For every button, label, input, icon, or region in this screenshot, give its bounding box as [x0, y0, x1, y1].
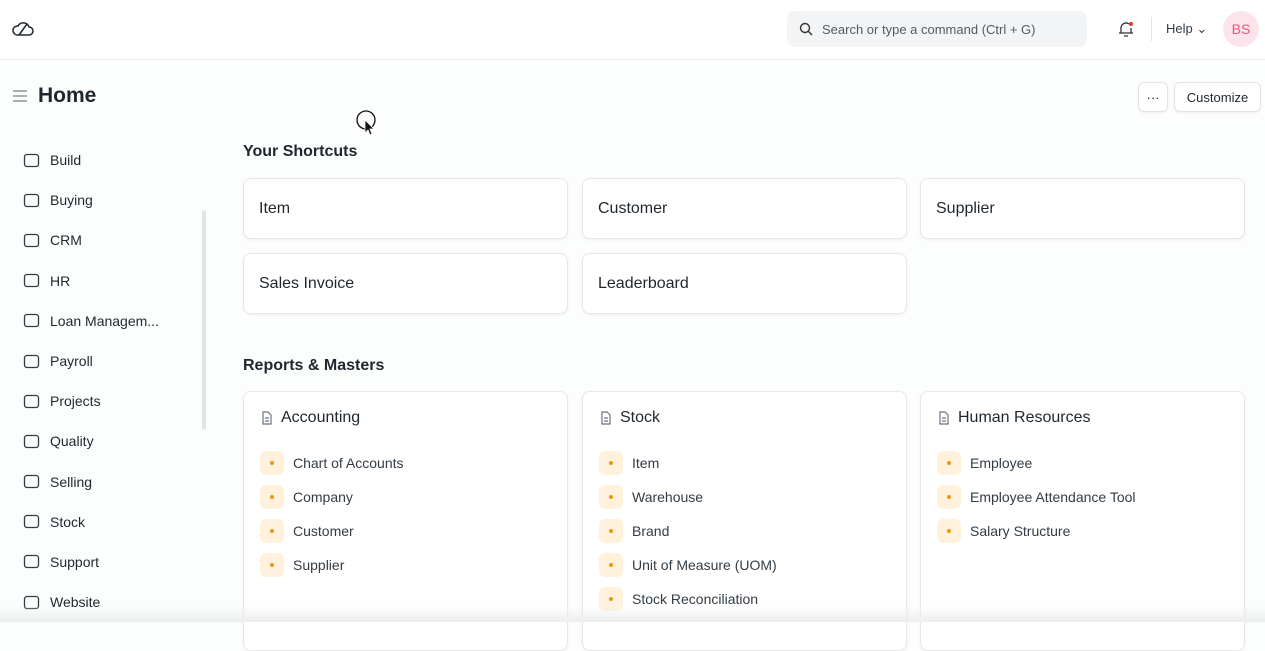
sidebar-item-label: CRM: [50, 232, 82, 249]
frappe-cloud-logo[interactable]: [11, 19, 35, 39]
sidebar-item-label: Stock: [50, 513, 86, 530]
bullet-icon: [260, 553, 284, 577]
loan-icon: [23, 314, 40, 328]
tools-icon: [23, 153, 40, 167]
sidebar-item-label: Quality: [50, 433, 94, 450]
report-link[interactable]: Employee: [937, 446, 1228, 480]
sidebar-item-label: Selling: [50, 473, 93, 490]
shortcut-leaderboard[interactable]: Leaderboard: [582, 253, 907, 314]
sidebar-item-label: Projects: [50, 393, 101, 410]
hamburger-menu-icon[interactable]: [12, 89, 28, 103]
sidebar-item-label: Buying: [50, 192, 93, 209]
document-icon: [601, 411, 611, 425]
bullet-icon: [937, 485, 961, 509]
report-link[interactable]: Company: [260, 480, 551, 514]
pie-icon: [23, 233, 40, 248]
report-link[interactable]: Brand: [599, 514, 890, 548]
bullet-icon: [937, 519, 961, 543]
bullet-icon: [599, 451, 623, 475]
report-link[interactable]: Warehouse: [599, 480, 890, 514]
search-placeholder: Search or type a command (Ctrl + G): [822, 21, 1036, 37]
sidebar-item-label: HR: [50, 272, 71, 289]
shortcuts-heading: Your Shortcuts: [243, 143, 358, 160]
sidebar-item-label: Build: [50, 152, 82, 169]
sidebar-item-hr[interactable]: HR: [22, 261, 159, 301]
reports-heading: Reports & Masters: [243, 357, 385, 374]
link-label: Warehouse: [632, 489, 704, 505]
document-icon: [262, 411, 272, 425]
bottom-fade: [0, 606, 1265, 622]
headset-icon: [23, 555, 40, 569]
link-label: Employee Attendance Tool: [970, 489, 1136, 505]
divider: [1151, 17, 1152, 41]
link-label: Customer: [293, 523, 354, 539]
link-label: Employee: [970, 455, 1033, 471]
shortcut-customer[interactable]: Customer: [582, 178, 907, 239]
sidebar-item-payroll[interactable]: Payroll: [22, 341, 159, 381]
sidebar-item-crm[interactable]: CRM: [22, 220, 159, 260]
bullet-icon: [599, 553, 623, 577]
help-dropdown[interactable]: Help ⌄: [1166, 21, 1207, 37]
customize-button[interactable]: Customize: [1174, 82, 1261, 112]
link-label: Salary Structure: [970, 523, 1071, 539]
page-title: Home: [38, 84, 97, 107]
sidebar-item-quality[interactable]: Quality: [22, 421, 159, 461]
bullet-icon: [599, 485, 623, 509]
sidebar-item-stock[interactable]: Stock: [22, 502, 159, 542]
shortcut-item[interactable]: Item: [243, 178, 568, 239]
briefcase-icon: [23, 274, 40, 288]
report-link[interactable]: Chart of Accounts: [260, 446, 551, 480]
sidebar-item-label: Payroll: [50, 353, 93, 370]
link-label: Brand: [632, 523, 670, 539]
card-title: Stock: [620, 409, 661, 426]
bag-icon: [23, 193, 40, 207]
link-label: Item: [632, 455, 660, 471]
sidebar-item-projects[interactable]: Projects: [22, 381, 159, 421]
report-link[interactable]: Salary Structure: [937, 514, 1228, 548]
document-icon: [939, 411, 949, 425]
report-link[interactable]: Item: [599, 446, 890, 480]
coins-icon: [23, 354, 40, 368]
link-label: Unit of Measure (UOM): [632, 557, 777, 573]
report-link[interactable]: Unit of Measure (UOM): [599, 548, 890, 582]
sidebar-item-build[interactable]: Build: [22, 140, 159, 180]
shield-icon: [23, 434, 40, 449]
card-icon: [23, 474, 40, 489]
report-link[interactable]: Customer: [260, 514, 551, 548]
bullet-icon: [937, 451, 961, 475]
link-label: Supplier: [293, 557, 345, 573]
bullet-icon: [260, 519, 284, 543]
sidebar-item-label: Loan Managem...: [50, 312, 159, 329]
sidebar: Build Buying CRM HR Loan Managem... Payroll Pr…: [22, 140, 159, 622]
help-label: Help: [1166, 21, 1193, 36]
sidebar-item-buying[interactable]: Buying: [22, 180, 159, 220]
navbar: Search or type a command (Ctrl + G) Help…: [0, 0, 1265, 60]
sidebar-item-support[interactable]: Support: [22, 542, 159, 582]
search-icon: [799, 22, 813, 36]
bell-icon[interactable]: [1116, 19, 1136, 39]
report-link[interactable]: Supplier: [260, 548, 551, 582]
folder-icon: [23, 394, 40, 408]
search-input[interactable]: Search or type a command (Ctrl + G): [787, 11, 1087, 47]
link-label: Chart of Accounts: [293, 455, 404, 471]
box-icon: [23, 515, 40, 529]
sidebar-item-loan-managem-[interactable]: Loan Managem...: [22, 301, 159, 341]
sidebar-item-label: Support: [50, 553, 100, 570]
link-label: Company: [293, 489, 353, 505]
bullet-icon: [599, 519, 623, 543]
card-title: Human Resources: [958, 409, 1091, 426]
sidebar-scrollbar[interactable]: [202, 210, 206, 430]
shortcut-supplier[interactable]: Supplier: [920, 178, 1245, 239]
chevron-down-icon: ⌄: [1196, 21, 1208, 36]
link-label: Stock Reconciliation: [632, 591, 759, 607]
shortcut-sales-invoice[interactable]: Sales Invoice: [243, 253, 568, 314]
mouse-cursor: [356, 110, 376, 136]
more-button[interactable]: ···: [1138, 82, 1168, 112]
bullet-icon: [260, 451, 284, 475]
avatar[interactable]: BS: [1223, 11, 1259, 47]
report-link[interactable]: Employee Attendance Tool: [937, 480, 1228, 514]
card-title: Accounting: [281, 409, 361, 426]
sidebar-item-selling[interactable]: Selling: [22, 462, 159, 502]
bullet-icon: [260, 485, 284, 509]
